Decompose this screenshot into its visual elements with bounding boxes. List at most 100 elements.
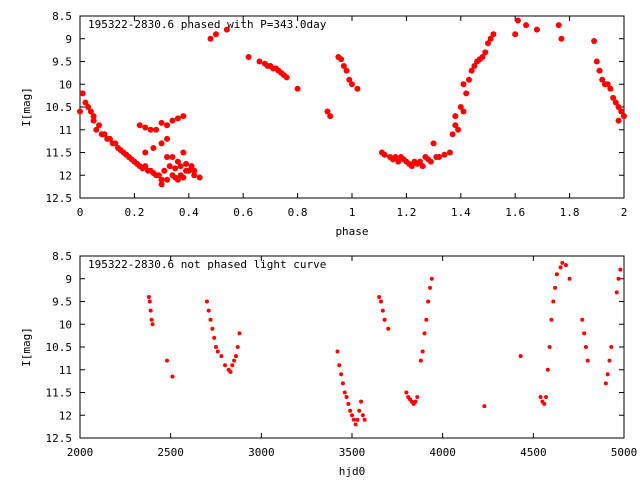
data-point [232, 358, 237, 363]
data-point [335, 349, 340, 354]
data-point [533, 26, 540, 33]
data-point [607, 358, 612, 363]
data-point [170, 374, 175, 379]
data-point [487, 35, 494, 42]
data-point [512, 31, 519, 38]
data-point [468, 67, 475, 74]
data-point [294, 85, 301, 92]
data-point [147, 299, 152, 304]
data-point [208, 317, 213, 322]
data-point [169, 117, 176, 124]
y-tick-label: 12 [59, 169, 72, 182]
data-point [180, 113, 187, 120]
data-point [233, 354, 238, 359]
data-point [93, 126, 100, 133]
x-tick-label: 1 [349, 206, 356, 219]
y-tick-label: 11.5 [46, 147, 73, 160]
x-tick-label: 3000 [248, 446, 275, 459]
axis-ticks: 2000 2500 3000 3500 4000 4500 5000 8.5 9 9.5 10 10.… [46, 250, 638, 459]
data-point [327, 113, 334, 120]
data-point [145, 167, 151, 174]
data-point [463, 90, 470, 97]
x-axis-label: phase [335, 225, 368, 238]
data-point [342, 390, 347, 395]
axis-ticks: 0 0.2 0.4 0.6 0.8 1 1.2 1.4 1.6 1.8 2 8.5 9 9.5 10 10.5… [46, 10, 628, 219]
data-point [359, 399, 364, 404]
chart-title: 195322-2830.6 phased with P=343.0day [88, 18, 327, 31]
data-point [482, 49, 489, 56]
data-point [408, 163, 415, 170]
data-point [605, 372, 610, 377]
x-axis-label: hjd0 [339, 465, 366, 478]
data-point [158, 140, 165, 147]
data-point [563, 263, 568, 268]
data-point [381, 151, 388, 158]
data-point [245, 53, 252, 60]
data-point [585, 358, 590, 363]
data-point [142, 124, 149, 131]
data-point [164, 135, 171, 142]
data-point [158, 176, 165, 183]
data-point [604, 81, 611, 88]
data-point [96, 122, 103, 129]
x-tick-label: 1.6 [505, 206, 525, 219]
data-point [180, 174, 187, 181]
data-point [148, 308, 153, 313]
data-point [340, 381, 345, 386]
data-points [77, 17, 627, 188]
y-tick-label: 12 [59, 409, 72, 422]
data-point [223, 26, 230, 33]
data-point [426, 299, 431, 304]
data-point [213, 31, 219, 38]
data-point [155, 172, 162, 179]
data-point [518, 354, 523, 359]
data-point [85, 104, 92, 110]
data-point [593, 58, 600, 65]
data-point [553, 285, 558, 290]
data-point [158, 181, 165, 188]
x-tick-label: 0 [77, 206, 84, 219]
y-tick-label: 10 [59, 78, 72, 91]
data-point [128, 156, 135, 163]
data-point [147, 126, 154, 133]
data-point [377, 294, 382, 299]
data-point [618, 267, 623, 272]
data-point [90, 117, 97, 124]
data-point [449, 131, 456, 138]
y-tick-label: 12.5 [46, 192, 73, 205]
data-point [413, 399, 418, 404]
data-point [158, 119, 165, 126]
y-tick-label: 9.5 [52, 296, 72, 309]
data-point [153, 126, 160, 133]
data-point [404, 390, 409, 395]
data-point [599, 76, 606, 83]
data-point [353, 422, 358, 427]
data-point [612, 99, 619, 106]
x-tick-label: 4500 [520, 446, 547, 459]
data-point [346, 401, 351, 406]
data-point [174, 115, 181, 122]
data-point [567, 276, 572, 281]
data-point [362, 417, 367, 422]
y-tick-label: 10.5 [46, 101, 73, 114]
data-point [354, 85, 361, 92]
data-point [210, 326, 215, 331]
data-point [547, 345, 552, 349]
data-point [344, 395, 349, 400]
data-point [340, 63, 347, 70]
data-point [191, 172, 198, 179]
data-point [256, 58, 263, 65]
x-tick-label: 2500 [157, 446, 184, 459]
x-tick-label: 1.2 [396, 206, 416, 219]
data-point [514, 17, 521, 24]
y-tick-label: 11.5 [46, 387, 73, 400]
data-point [161, 167, 168, 174]
y-tick-label: 9.5 [52, 56, 72, 69]
data-point [191, 167, 198, 174]
y-axis-label: I[mag] [20, 327, 33, 367]
data-point [386, 326, 391, 331]
data-point [212, 335, 217, 340]
x-tick-label: 0.4 [179, 206, 199, 219]
data-point [149, 317, 154, 322]
data-point [134, 160, 141, 167]
